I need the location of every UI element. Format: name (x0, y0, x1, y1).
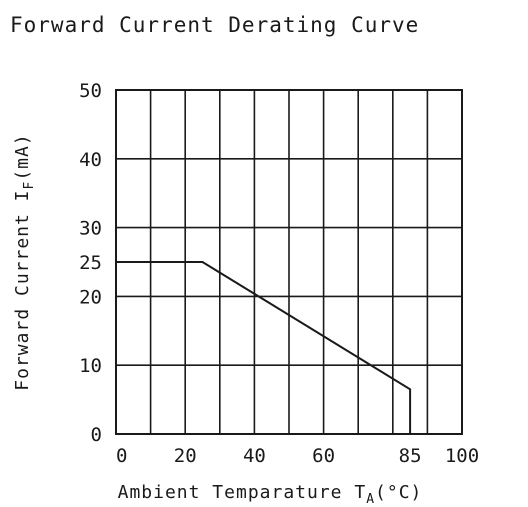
x-tick-labels: 0 20 40 60 85 100 (116, 445, 479, 467)
x-tick-label: 100 (445, 445, 479, 467)
x-tick-label: 0 (116, 445, 127, 467)
y-tick-label: 30 (79, 218, 102, 240)
y-tick-label: 10 (79, 355, 102, 377)
y-tick-label: 50 (79, 80, 102, 102)
derating-curve (116, 261, 412, 434)
chart-title: Forward Current Derating Curve (10, 13, 419, 37)
x-tick-label: 85 (399, 445, 422, 467)
y-tick-label: 20 (79, 286, 102, 308)
grid (116, 90, 462, 434)
y-tick-label: 25 (79, 252, 102, 274)
x-tick-label: 20 (174, 445, 197, 467)
y-tick-label: 40 (79, 149, 102, 171)
y-tick-label: 0 (91, 424, 102, 446)
y-tick-labels: 0 10 20 25 30 40 50 (79, 80, 102, 446)
x-tick-label: 60 (312, 445, 335, 467)
y-axis-label: Forward Current IF(mA) (12, 133, 37, 390)
x-tick-label: 40 (243, 445, 266, 467)
x-axis-label: Ambient Temparature TA(°C) (118, 482, 423, 507)
